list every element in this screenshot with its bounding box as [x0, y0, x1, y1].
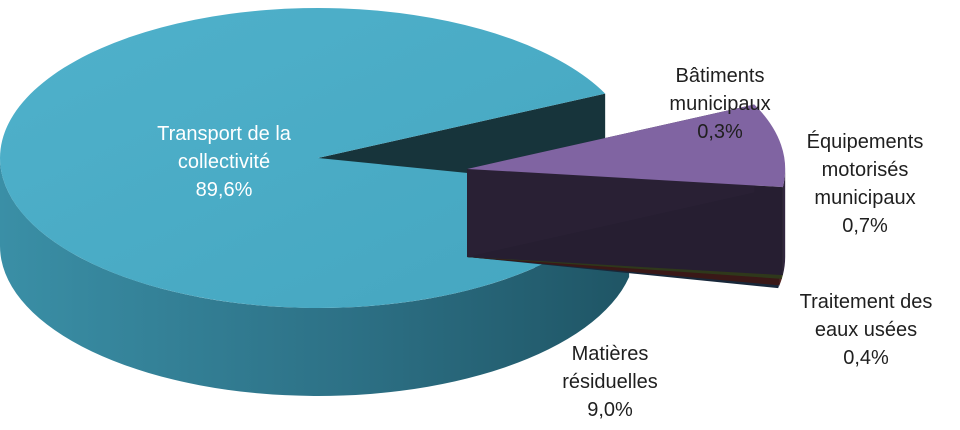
slice-residuelles: [467, 104, 786, 276]
slice-label-residuelles-line2: résiduelles: [562, 371, 658, 393]
slice-label-batiments-line2: municipaux: [669, 93, 771, 115]
slice-value-transport: 89,6%: [195, 179, 253, 201]
slice-label-eaux: Traitement des eaux usées 0,4%: [776, 288, 956, 372]
slice-value-residuelles: 9,0%: [587, 399, 633, 421]
slice-label-eaux-line1: Traitement des: [799, 291, 933, 313]
slice-transport-side: [0, 158, 630, 396]
slice-label-batiments-line1: Bâtiments: [675, 65, 765, 87]
slice-label-transport-line2: collectivité: [177, 151, 271, 173]
slice-label-transport: Transport de la collectivité 89,6%: [104, 120, 344, 204]
slice-label-eaux-line2: eaux usées: [814, 319, 918, 341]
slice-residuelles-side: [782, 168, 786, 276]
slice-label-transport-line1: Transport de la: [157, 123, 291, 145]
slice-label-equipements-line3: municipaux: [814, 187, 916, 209]
slice-label-residuelles: Matières résiduelles 9,0%: [530, 340, 690, 424]
slice-label-equipements-line1: Équipements: [806, 131, 924, 153]
slice-label-residuelles-line1: Matières: [571, 343, 649, 365]
slice-value-equipements: 0,7%: [842, 215, 888, 237]
slice-label-batiments: Bâtiments municipaux 0,3%: [640, 62, 800, 146]
slice-label-equipements: Équipements motorisés municipaux 0,7%: [780, 128, 950, 240]
slice-residuelles-top: [467, 104, 786, 188]
slice-label-equipements-line2: motorisés: [821, 159, 909, 181]
slice-value-eaux: 0,4%: [843, 347, 889, 369]
slice-value-batiments: 0,3%: [697, 121, 743, 143]
